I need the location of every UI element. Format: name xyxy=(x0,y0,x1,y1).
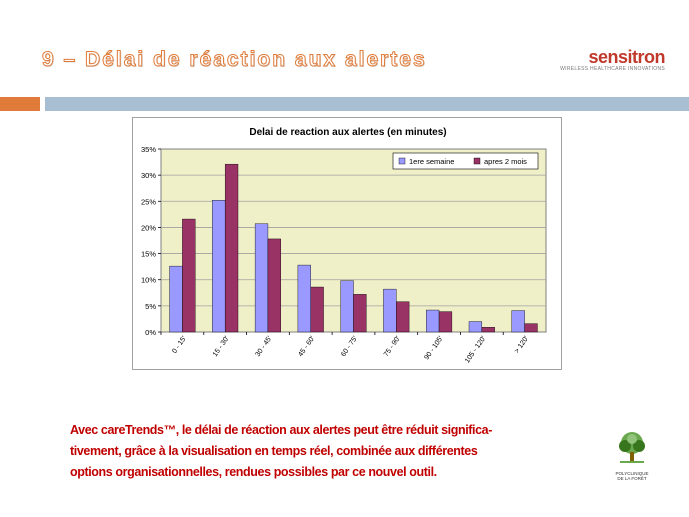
brand-name: sensitron xyxy=(588,47,665,67)
x-tick-label: 105 - 120' xyxy=(464,335,487,364)
bar-series1 xyxy=(297,264,311,333)
bar-series2 xyxy=(396,301,410,333)
x-tick-label: > 120' xyxy=(514,335,531,355)
x-tick-label: 45 - 60' xyxy=(297,335,316,358)
tree-icon xyxy=(619,432,645,463)
header-band xyxy=(45,97,689,111)
bar-series2 xyxy=(524,323,538,333)
clinic-name-2: DE LA FORÊT xyxy=(617,476,647,481)
bar-series1 xyxy=(383,288,397,333)
x-tick-label: 0 - 15' xyxy=(171,335,188,355)
y-tick-label: 30% xyxy=(141,171,156,180)
bar-series2 xyxy=(267,238,281,333)
caption: Avec careTrends™, le délai de réaction a… xyxy=(70,420,590,483)
chart-title: Delai de reaction aux alertes (en minute… xyxy=(249,127,446,138)
bar-series2 xyxy=(224,163,239,333)
bar-series2 xyxy=(438,311,453,333)
chart-frame: Delai de reaction aux alertes (en minute… xyxy=(132,117,562,370)
bar-series2 xyxy=(182,218,196,333)
x-tick-label: 90 - 105' xyxy=(423,335,444,361)
bar-series1 xyxy=(169,265,183,333)
y-tick-label: 15% xyxy=(141,250,156,259)
bar-series1 xyxy=(426,309,440,333)
accent-bar xyxy=(0,97,40,111)
caption-line-1: Avec careTrends™, le délai de réaction a… xyxy=(70,423,492,437)
caption-line-3: options organisationnelles, rendues poss… xyxy=(70,465,437,479)
bar-series2 xyxy=(481,327,495,333)
x-tick-label: 15 - 30' xyxy=(212,335,231,358)
bar-series2 xyxy=(353,294,367,333)
x-tick-label: 75 - 90' xyxy=(383,335,402,358)
legend-swatch xyxy=(473,157,481,165)
slide-title: 9 – Délai de réaction aux alertes xyxy=(42,48,427,72)
bar-series1 xyxy=(254,223,269,333)
clinic-logo: POLYCLINIQUE DE LA FORÊT xyxy=(612,430,652,481)
bar-series1 xyxy=(468,321,483,333)
y-tick-label: 20% xyxy=(141,223,156,232)
sensitron-logo: sensitron WIRELESS HEALTHCARE INNOVATION… xyxy=(560,48,665,72)
y-tick-label: 5% xyxy=(145,302,156,311)
legend-swatch xyxy=(398,157,406,165)
y-tick-label: 25% xyxy=(141,197,156,206)
bar-series1 xyxy=(212,200,226,333)
clinic-name-1: POLYCLINIQUE xyxy=(615,471,649,476)
x-tick-label: 30 - 45' xyxy=(255,335,274,358)
x-tick-label: 60 - 75' xyxy=(340,335,359,358)
y-tick-label: 35% xyxy=(141,145,156,154)
bar-series2 xyxy=(310,286,324,333)
caption-line-2: tivement, grâce à la visualisation en te… xyxy=(70,444,478,458)
legend-box xyxy=(392,152,539,170)
bar-series1 xyxy=(340,280,354,333)
y-tick-label: 10% xyxy=(141,276,156,285)
bar-chart: Delai de reaction aux alertes (en minute… xyxy=(141,127,547,364)
brand-tagline: WIRELESS HEALTHCARE INNOVATIONS xyxy=(560,66,665,72)
legend-label: apres 2 mois xyxy=(484,157,527,166)
y-tick-label: 0% xyxy=(145,328,156,337)
bar-series1 xyxy=(511,310,525,333)
legend-label: 1ere semaine xyxy=(409,157,454,166)
